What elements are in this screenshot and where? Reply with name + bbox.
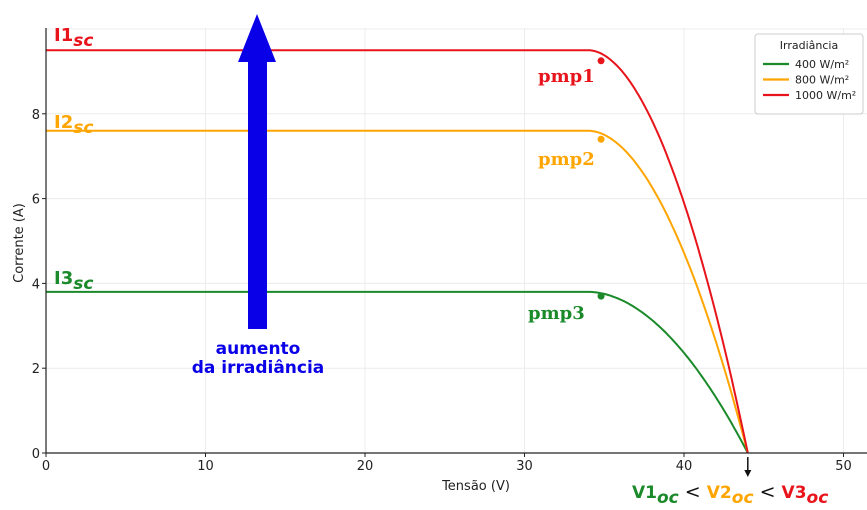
mpp-point-2 — [597, 135, 605, 143]
mpp-point-3 — [597, 57, 605, 65]
isc-label-main: I2 — [54, 112, 73, 133]
voc-operator: < — [679, 481, 707, 503]
isc-label-main: I3 — [54, 268, 73, 289]
irradiance-arrow-head — [238, 14, 276, 62]
series-line-1 — [46, 290, 749, 454]
legend-label-3: 1000 W/m² — [795, 89, 856, 102]
isc-label-main: I1 — [54, 25, 73, 46]
x-tick-label: 40 — [676, 459, 693, 474]
voc-sub: oc — [657, 488, 679, 508]
isc-label-sub: sc — [73, 31, 93, 51]
voc-main: V1 — [632, 483, 657, 503]
legend-title: Irradiância — [780, 39, 838, 52]
arrow-caption-line1: aumento — [216, 339, 301, 359]
voc-inequality: V1oc​ < V2oc​ < V3oc​ — [632, 481, 828, 508]
series-layer — [46, 49, 749, 454]
y-axis-label: Corrente (A) — [12, 203, 27, 283]
mpp-point-1 — [597, 292, 605, 300]
voc-main: V2 — [707, 483, 732, 503]
isc-label-2: I2sc — [54, 112, 93, 138]
x-tick-label: 20 — [357, 459, 374, 474]
y-tick-label: 4 — [32, 277, 40, 292]
voc-sub: oc — [807, 488, 829, 508]
x-tick-label: 50 — [835, 459, 852, 474]
x-tick-label: 30 — [516, 459, 533, 474]
isc-label-1: I1sc — [54, 25, 93, 51]
axes — [45, 28, 867, 454]
voc-sub: oc — [732, 488, 754, 508]
legend-label-2: 800 W/m² — [795, 74, 849, 87]
grid — [45, 28, 867, 454]
arrow-caption-line2: da irradiância — [192, 358, 325, 378]
y-tick-label: 6 — [32, 193, 40, 208]
x-tick-label: 0 — [42, 459, 50, 474]
series-line-3 — [46, 49, 749, 454]
pmp-label-1: pmp1 — [538, 66, 595, 87]
voc-operator: < — [754, 481, 782, 503]
isc-label-sub: sc — [73, 118, 93, 138]
voc-main: V3 — [782, 483, 807, 503]
legend: Irradiância 400 W/m² 800 W/m² 1000 W/m² — [754, 33, 864, 115]
ticks: 0 10 20 30 40 50 0 2 4 6 8 — [32, 108, 852, 474]
y-tick-label: 8 — [32, 108, 40, 123]
y-tick-label: 2 — [32, 362, 40, 377]
pmp-label-3: pmp3 — [528, 303, 585, 324]
isc-label-sub: sc — [73, 274, 93, 294]
x-axis-label: Tensão (V) — [441, 479, 510, 494]
isc-label-3: I3sc — [54, 268, 93, 294]
y-tick-label: 0 — [32, 447, 40, 462]
x-tick-label: 10 — [197, 459, 214, 474]
legend-label-1: 400 W/m² — [795, 58, 849, 71]
irradiance-arrow-shaft — [248, 62, 267, 329]
voc-marker-head — [744, 470, 752, 477]
pmp-label-2: pmp2 — [538, 149, 595, 170]
